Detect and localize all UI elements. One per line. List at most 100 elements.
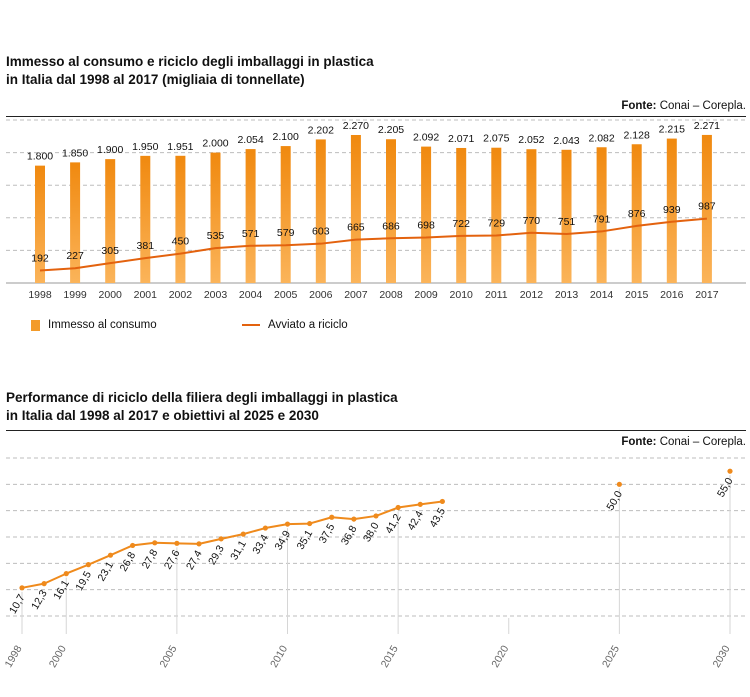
- bar-value-label: 1.950: [132, 141, 158, 153]
- bar-value-label: 2.000: [202, 138, 228, 150]
- legend-bar-label: Immesso al consumo: [48, 319, 157, 331]
- point-value-label: 34,9: [272, 528, 293, 552]
- chart2-source: Fonte: Conai – Corepla.: [621, 436, 746, 448]
- data-point: [284, 521, 291, 527]
- x-tick-label: 2017: [695, 289, 719, 301]
- bar-value-label: 1.850: [62, 147, 88, 159]
- line-value-label: 751: [558, 216, 576, 228]
- point-value-label: 41,2: [383, 512, 404, 536]
- x-tick-label: 2011: [485, 289, 508, 301]
- bar: [701, 134, 712, 283]
- bar: [70, 162, 81, 283]
- line-value-label: 729: [488, 217, 506, 229]
- bar: [491, 147, 502, 283]
- bar-value-label: 2.202: [308, 124, 334, 136]
- x-tick-label: 2010: [268, 643, 290, 669]
- bar-value-label: 2.071: [448, 133, 474, 145]
- target-value-label: 55,0: [715, 476, 736, 500]
- chart1-source: Fonte: Conai – Corepla.: [621, 100, 746, 112]
- data-point: [152, 540, 158, 546]
- data-point: [130, 542, 136, 549]
- data-point: [107, 552, 114, 558]
- line-value-label: 791: [593, 213, 611, 225]
- point-value-label: 27,8: [140, 547, 161, 571]
- legend-line-swatch: [242, 324, 260, 326]
- bar-value-label: 2.052: [518, 134, 544, 146]
- x-tick-label: 2000: [47, 643, 69, 669]
- chart1-rule: [6, 116, 746, 117]
- bar: [245, 149, 256, 283]
- data-point: [262, 525, 268, 531]
- data-point: [196, 541, 202, 547]
- x-tick-label: 2014: [590, 289, 614, 301]
- chart1-title-line2: in Italia dal 1998 al 2017 (migliaia di …: [6, 72, 305, 87]
- data-point: [174, 540, 180, 546]
- bar-value-label: 1.951: [167, 141, 193, 153]
- line-value-label: 722: [452, 218, 470, 230]
- point-value-label: 27,4: [184, 548, 205, 572]
- recycling-performance-chart: 10,7 12,3 16,1 19,5 23,1 26,8 27,8 27,6 27,4 29,3…: [3, 457, 746, 670]
- target-value-label: 50,0: [604, 489, 625, 513]
- chart1-grid: [6, 119, 746, 284]
- data-point: [351, 516, 357, 522]
- data-point: [19, 585, 25, 591]
- data-point: [373, 513, 379, 519]
- chart2-stems: [21, 475, 731, 634]
- chart2-line: [21, 500, 443, 589]
- line-value-label: 192: [31, 252, 49, 264]
- x-tick-label: 2002: [169, 289, 193, 301]
- chart1-x-axis: 1998 1999 2000 2001 2002 2003 2004 2005 2006 2007…: [28, 289, 718, 301]
- bar: [421, 146, 432, 283]
- x-tick-label: 2006: [309, 289, 333, 301]
- x-tick-label: 2000: [99, 289, 123, 301]
- chart2-source-label: Fonte:: [621, 436, 657, 448]
- x-tick-label: 2008: [379, 289, 403, 301]
- x-tick-label: 1999: [63, 289, 87, 301]
- bar: [140, 155, 151, 283]
- bar-line-chart: 1.800 1.850 1.900 1.950 1.951 2.000 2.054 2.100…: [6, 119, 746, 301]
- x-tick-label: 2007: [344, 289, 368, 301]
- data-point: [41, 581, 47, 587]
- point-value-label: 43,5: [427, 506, 448, 530]
- bar-value-label: 2.082: [588, 132, 614, 144]
- point-value-label: 26,8: [118, 550, 139, 574]
- x-tick-label: 2001: [134, 289, 158, 301]
- line-value-label: 987: [698, 201, 716, 213]
- chart1-bars: [35, 134, 712, 283]
- data-point: [329, 514, 335, 520]
- chart2-grid: [6, 457, 746, 617]
- x-tick-label: 1998: [3, 643, 25, 669]
- point-value-label: 37,5: [317, 522, 338, 546]
- x-tick-label: 2030: [711, 643, 733, 669]
- data-point: [63, 571, 69, 577]
- legend-item-line: Avviato a riciclo: [242, 319, 348, 331]
- point-value-label: 35,1: [295, 528, 316, 552]
- bar: [35, 165, 45, 283]
- line-value-label: 770: [523, 215, 541, 227]
- bar: [210, 152, 221, 283]
- x-tick-label: 2004: [239, 289, 263, 301]
- chart2-source-value: Conai – Corepla.: [659, 436, 746, 448]
- point-value-label: 42,4: [405, 509, 426, 533]
- point-value-label: 33,4: [250, 532, 271, 556]
- bar: [526, 149, 537, 283]
- x-tick-label: 1998: [28, 289, 52, 301]
- point-value-label: 36,8: [339, 523, 360, 547]
- point-value-label: 27,6: [162, 548, 183, 572]
- point-value-label: 12,3: [29, 588, 50, 612]
- bar-value-label: 2.270: [343, 120, 369, 132]
- point-value-label: 38,0: [361, 520, 382, 544]
- x-tick-label: 2015: [379, 643, 401, 669]
- bar-value-label: 2.271: [694, 120, 720, 132]
- target-point: [616, 481, 622, 487]
- line-value-label: 876: [628, 208, 646, 220]
- bar: [561, 149, 572, 283]
- chart2-points: [19, 468, 733, 591]
- x-tick-label: 2005: [274, 289, 298, 301]
- line-value-label: 381: [137, 240, 155, 252]
- target-point: [727, 468, 733, 474]
- bar-value-label: 1.800: [27, 151, 53, 163]
- x-tick-label: 2010: [450, 289, 474, 301]
- data-point: [218, 536, 224, 542]
- chart1-source-label: Fonte:: [621, 100, 657, 112]
